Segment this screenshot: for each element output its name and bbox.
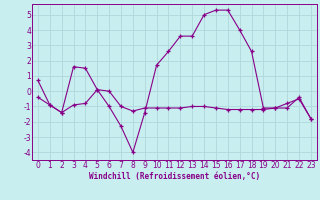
X-axis label: Windchill (Refroidissement éolien,°C): Windchill (Refroidissement éolien,°C) <box>89 172 260 181</box>
